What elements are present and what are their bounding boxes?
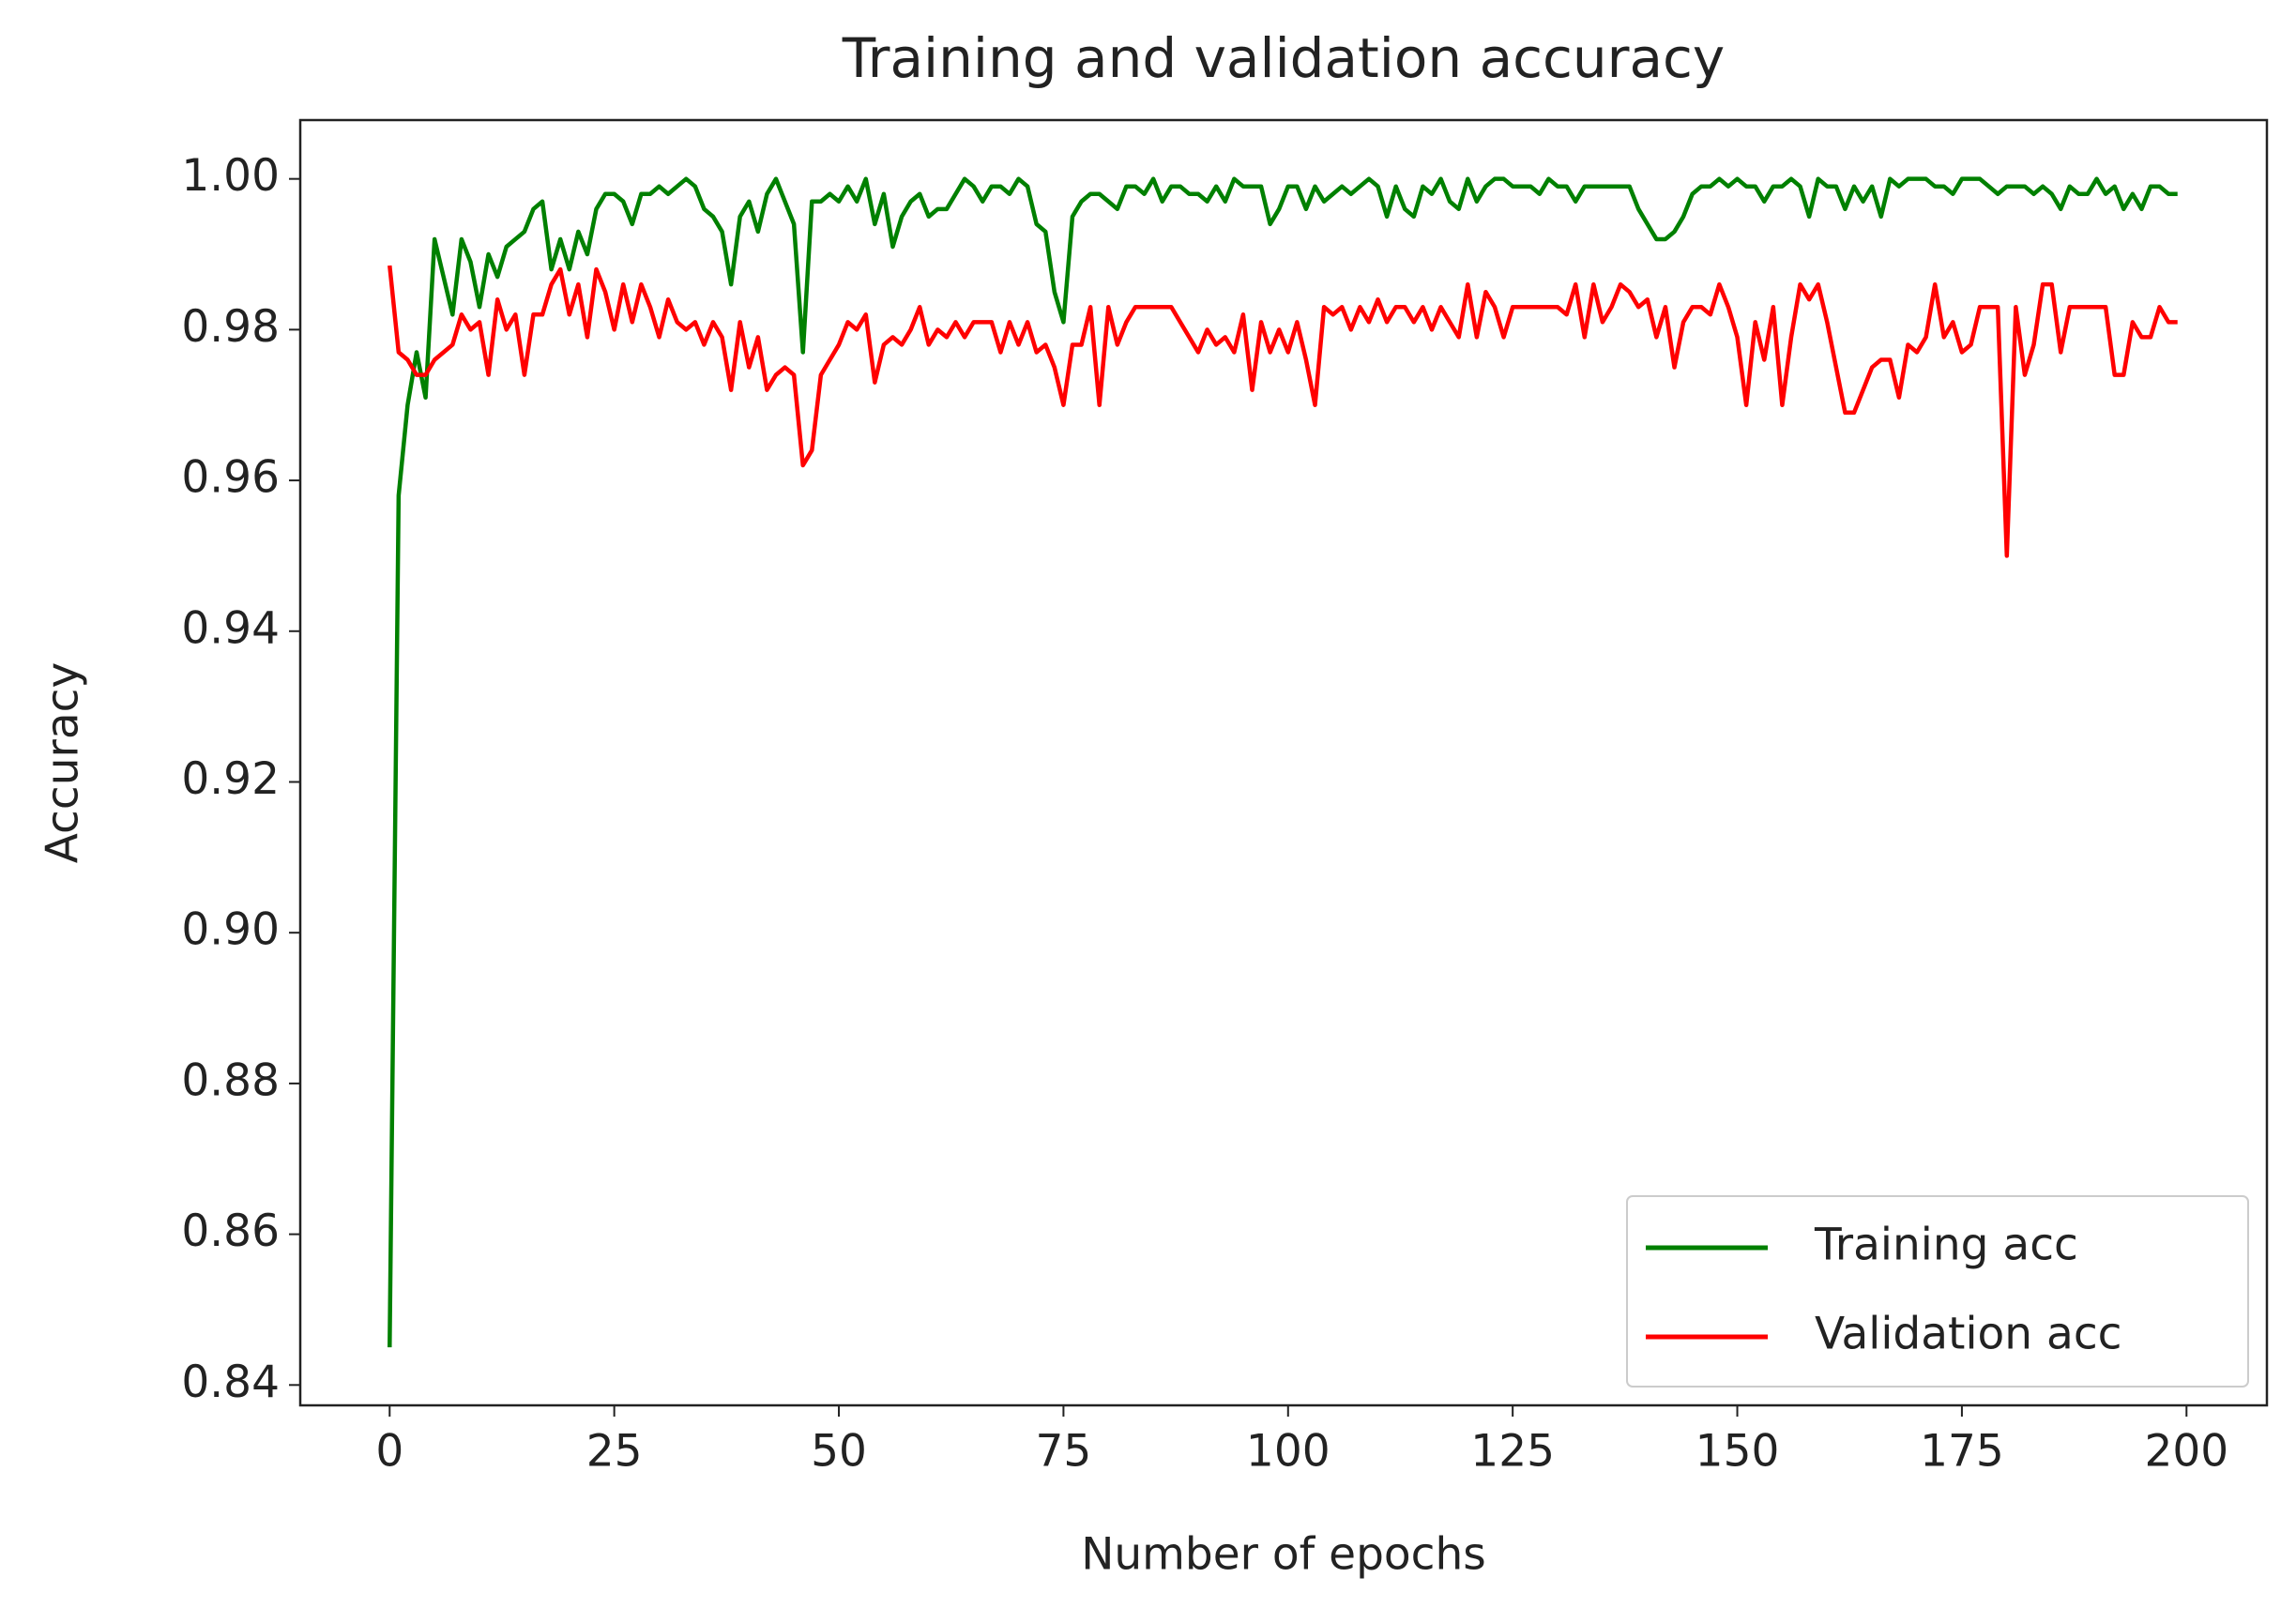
- series-line: [388, 265, 2178, 558]
- legend-label: Validation acc: [1815, 1309, 2122, 1360]
- y-axis-label: Accuracy: [38, 662, 89, 864]
- x-tick-label: 150: [1695, 1426, 1780, 1478]
- x-tick-label: 0: [375, 1426, 403, 1478]
- x-tick-label: 100: [1246, 1426, 1330, 1478]
- plot-frame: [298, 118, 2269, 1407]
- y-tick-label: 0.96: [181, 452, 280, 504]
- x-tick-label: 25: [586, 1426, 643, 1478]
- legend-label: Training acc: [1814, 1220, 2078, 1271]
- series-line: [388, 176, 2178, 1348]
- x-tick-label: 75: [1036, 1426, 1092, 1478]
- x-tick-label: 125: [1470, 1426, 1555, 1478]
- chart-title: Training and validation accuracy: [842, 26, 1726, 90]
- x-tick-label: 50: [811, 1426, 867, 1478]
- y-tick-label: 1.00: [181, 150, 280, 202]
- y-tick-label: 0.92: [181, 753, 280, 805]
- legend: Training acc Validation acc: [1626, 1195, 2249, 1388]
- legend-box: [1626, 1195, 2249, 1388]
- x-tick-label: 175: [1920, 1426, 2004, 1478]
- y-tick-label: 0.86: [181, 1206, 280, 1257]
- y-tick-label: 0.98: [181, 301, 280, 353]
- y-tick-label: 0.94: [181, 602, 280, 654]
- x-tick-label: 200: [2144, 1426, 2228, 1478]
- y-tick-label: 0.84: [181, 1357, 280, 1408]
- x-axis-label: Number of epochs: [1081, 1529, 1486, 1581]
- y-tick-label: 0.90: [181, 904, 280, 956]
- y-tick-label: 0.88: [181, 1054, 280, 1106]
